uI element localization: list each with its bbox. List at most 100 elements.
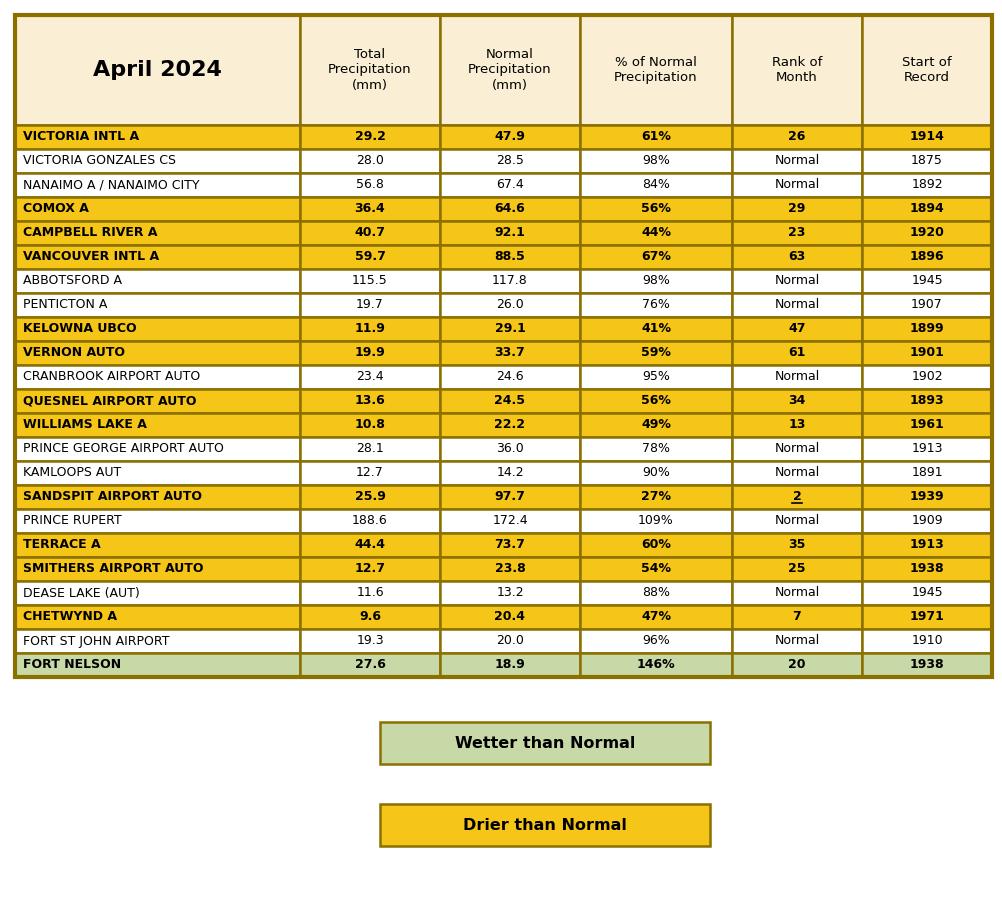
- Text: 56%: 56%: [641, 394, 671, 407]
- Bar: [440, 557, 580, 581]
- Bar: [300, 269, 440, 293]
- Bar: [862, 461, 992, 485]
- Text: 29.1: 29.1: [495, 322, 525, 335]
- Text: Total
Precipitation
(mm): Total Precipitation (mm): [329, 48, 412, 91]
- Text: 29: 29: [789, 202, 806, 216]
- Bar: [732, 557, 862, 581]
- Bar: [440, 125, 580, 149]
- Text: 2: 2: [793, 490, 802, 504]
- Text: 1961: 1961: [910, 418, 944, 432]
- Bar: [732, 269, 862, 293]
- Bar: [732, 509, 862, 533]
- Text: 20: 20: [789, 659, 806, 671]
- Text: 20.0: 20.0: [496, 634, 524, 648]
- Text: 60%: 60%: [641, 538, 671, 551]
- Text: 44.4: 44.4: [355, 538, 386, 551]
- Bar: [15, 509, 300, 533]
- Text: 23.4: 23.4: [356, 371, 384, 384]
- Text: 35: 35: [789, 538, 806, 551]
- Text: DEASE LAKE (AUT): DEASE LAKE (AUT): [23, 587, 139, 599]
- Bar: [440, 197, 580, 221]
- Bar: [732, 653, 862, 677]
- Text: 1901: 1901: [910, 346, 945, 360]
- Bar: [580, 245, 732, 269]
- Bar: [862, 557, 992, 581]
- Text: 115.5: 115.5: [352, 274, 388, 288]
- Bar: [15, 413, 300, 437]
- Bar: [440, 509, 580, 533]
- Bar: [580, 389, 732, 413]
- Text: 13: 13: [789, 418, 806, 432]
- Text: 10.8: 10.8: [355, 418, 386, 432]
- Bar: [862, 197, 992, 221]
- Bar: [862, 269, 992, 293]
- Text: 56%: 56%: [641, 202, 671, 216]
- Text: 172.4: 172.4: [492, 515, 528, 527]
- Text: 19.3: 19.3: [356, 634, 384, 648]
- Bar: [300, 293, 440, 317]
- Bar: [440, 341, 580, 365]
- Text: 1945: 1945: [911, 274, 943, 288]
- Text: 64.6: 64.6: [495, 202, 525, 216]
- Text: 25: 25: [789, 562, 806, 576]
- Text: 26.0: 26.0: [496, 299, 524, 312]
- Text: 19.9: 19.9: [355, 346, 386, 360]
- Bar: [580, 293, 732, 317]
- Text: 1938: 1938: [910, 562, 944, 576]
- Bar: [15, 197, 300, 221]
- Text: 1971: 1971: [910, 610, 945, 623]
- Bar: [580, 581, 732, 605]
- Bar: [300, 653, 440, 677]
- Bar: [862, 125, 992, 149]
- Bar: [732, 485, 862, 509]
- Text: 56.8: 56.8: [356, 179, 384, 191]
- Text: TERRACE A: TERRACE A: [23, 538, 100, 551]
- Text: 47%: 47%: [641, 610, 671, 623]
- Text: 1902: 1902: [911, 371, 943, 384]
- Bar: [300, 461, 440, 485]
- Bar: [300, 509, 440, 533]
- Bar: [580, 365, 732, 389]
- Text: 1892: 1892: [911, 179, 943, 191]
- Bar: [440, 365, 580, 389]
- Text: April 2024: April 2024: [93, 60, 221, 80]
- Bar: [300, 125, 440, 149]
- Bar: [732, 437, 862, 461]
- Bar: [732, 389, 862, 413]
- Text: 1875: 1875: [911, 155, 943, 168]
- Bar: [580, 533, 732, 557]
- Bar: [732, 365, 862, 389]
- Bar: [732, 629, 862, 653]
- Bar: [380, 804, 710, 846]
- Bar: [15, 389, 300, 413]
- Bar: [580, 341, 732, 365]
- Text: 27%: 27%: [641, 490, 671, 504]
- Bar: [15, 653, 300, 677]
- Bar: [15, 629, 300, 653]
- Text: 76%: 76%: [642, 299, 670, 312]
- Bar: [15, 533, 300, 557]
- Bar: [862, 413, 992, 437]
- Text: 20.4: 20.4: [495, 610, 525, 623]
- Text: 1910: 1910: [911, 634, 943, 648]
- Bar: [15, 293, 300, 317]
- Text: 146%: 146%: [636, 659, 675, 671]
- Bar: [15, 125, 300, 149]
- Text: 23.8: 23.8: [495, 562, 525, 576]
- Text: 54%: 54%: [641, 562, 671, 576]
- Text: FORT ST JOHN AIRPORT: FORT ST JOHN AIRPORT: [23, 634, 169, 648]
- Bar: [300, 437, 440, 461]
- Bar: [15, 15, 300, 125]
- Bar: [732, 149, 862, 173]
- Bar: [862, 629, 992, 653]
- Text: KELOWNA UBCO: KELOWNA UBCO: [23, 322, 136, 335]
- Bar: [862, 341, 992, 365]
- Text: 1945: 1945: [911, 587, 943, 599]
- Bar: [862, 365, 992, 389]
- Bar: [862, 173, 992, 197]
- Text: 12.7: 12.7: [356, 466, 384, 479]
- Bar: [440, 173, 580, 197]
- Text: Wetter than Normal: Wetter than Normal: [455, 735, 635, 751]
- Text: 11.6: 11.6: [356, 587, 384, 599]
- Bar: [580, 461, 732, 485]
